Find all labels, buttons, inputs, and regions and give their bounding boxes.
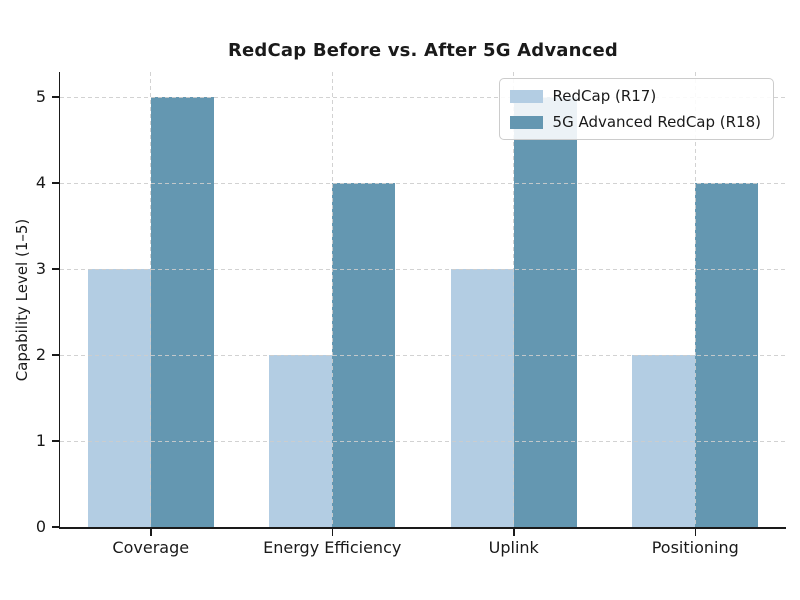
bars-layer [60, 72, 786, 527]
x-tick-1 [331, 528, 333, 536]
x-tick-label-energy-efficiency: Energy Efficiency [263, 538, 402, 557]
y-tick-label-5: 5 [35, 87, 46, 106]
bar-r18-coverage [150, 97, 214, 527]
legend-item-5g-advanced-r18: 5G Advanced RedCap (R18) [509, 113, 761, 131]
x-tick-2 [513, 528, 515, 536]
y-tick-5 [51, 96, 59, 98]
chart-title: RedCap Before vs. After 5G Advanced [227, 40, 619, 61]
bar-r18-positioning [695, 183, 759, 527]
bar-r18-energy-efficiency [332, 183, 396, 527]
y-tick-3 [51, 268, 59, 270]
y-tick-label-3: 3 [35, 259, 46, 278]
legend: RedCap (R17) 5G Advanced RedCap (R18) [498, 78, 774, 140]
bar-r17-positioning [632, 355, 696, 527]
legend-swatch-redcap-r17 [509, 89, 543, 103]
x-tick-label-coverage: Coverage [112, 538, 190, 557]
legend-label-5g-advanced-r18: 5G Advanced RedCap (R18) [552, 113, 761, 131]
y-tick-label-2: 2 [35, 345, 46, 364]
y-tick-label-1: 1 [35, 431, 46, 450]
x-tick-label-positioning: Positioning [651, 538, 739, 557]
legend-label-redcap-r17: RedCap (R17) [552, 87, 657, 105]
bar-r17-energy-efficiency [269, 355, 333, 527]
y-tick-label-0: 0 [35, 517, 46, 536]
plot-area: RedCap (R17) 5G Advanced RedCap (R18) [60, 72, 786, 527]
y-tick-1 [51, 440, 59, 442]
bar-r17-coverage [87, 269, 151, 527]
x-axis-spine [58, 527, 786, 529]
y-axis-spine [58, 72, 60, 529]
x-tick-3 [694, 528, 696, 536]
bar-r17-uplink [450, 269, 514, 527]
legend-item-redcap-r17: RedCap (R17) [509, 87, 761, 105]
y-tick-label-4: 4 [35, 173, 46, 192]
bar-r18-uplink [513, 97, 577, 527]
legend-swatch-5g-advanced-r18 [509, 115, 543, 129]
x-tick-label-uplink: Uplink [488, 538, 539, 557]
x-tick-0 [150, 528, 152, 536]
y-tick-4 [51, 182, 59, 184]
y-tick-0 [51, 526, 59, 528]
y-tick-2 [51, 354, 59, 356]
